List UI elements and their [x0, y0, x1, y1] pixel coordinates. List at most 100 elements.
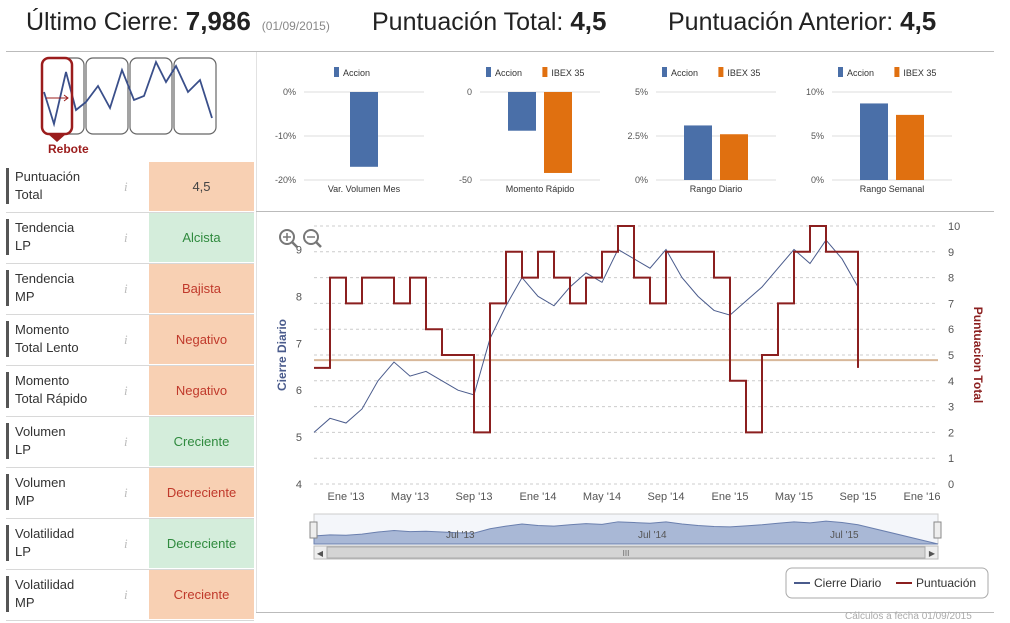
info-icon[interactable]: i — [124, 383, 128, 398]
bar — [508, 92, 536, 131]
y2-tick-label: 8 — [948, 273, 954, 285]
y-tick-label: -20% — [275, 175, 296, 185]
navigator-area — [313, 520, 939, 545]
indicator-label: Tendencia LP — [6, 219, 135, 255]
y2-tick-label: 9 — [948, 247, 954, 259]
x-tick-label: Ene '15 — [712, 491, 749, 503]
last-close-label: Último Cierre: — [26, 8, 179, 36]
previous-score-value: 4,5 — [900, 6, 937, 36]
y-tick-label: 0% — [635, 175, 648, 185]
legend-label: IBEX 35 — [727, 68, 760, 78]
legend-label-score: Puntuación — [916, 576, 976, 590]
legend-swatch — [334, 67, 339, 77]
column-divider — [256, 52, 257, 612]
indicator-label: Volatilidad MP — [6, 576, 135, 612]
y-tick-label: 6 — [296, 385, 302, 397]
indicator-row: Volumen LP i Creciente — [6, 417, 254, 468]
indicator-row: Puntuación Total i 4,5 — [6, 162, 254, 213]
legend-swatch — [486, 67, 491, 77]
legend-label: Accion — [671, 68, 698, 78]
navigator-handle-left[interactable] — [309, 521, 318, 539]
legend-box — [785, 567, 989, 599]
calc-date-footer: Cálculos a fecha 01/09/2015 — [845, 611, 972, 622]
zoom-out-icon[interactable] — [303, 229, 322, 248]
chart-legend: Cierre Diario Puntuación — [785, 567, 989, 599]
navigator-label: Jul '13 — [446, 530, 475, 541]
indicator-row: Volatilidad LP i Decreciente — [6, 519, 254, 570]
legend-label: Accion — [343, 68, 370, 78]
zoom-in-circle — [279, 229, 295, 245]
indicator-row: Tendencia LP i Alcista — [6, 213, 254, 264]
zoom-out-circle — [303, 229, 319, 245]
y-tick-label: -10% — [275, 131, 296, 141]
indicator-label: Momento Total Rápido — [6, 372, 135, 408]
last-close-value: 7,986 — [185, 6, 251, 36]
indicator-label-line2: MP — [15, 289, 35, 304]
y-tick-label: 8 — [296, 291, 302, 303]
scroll-right-icon: ▶ — [929, 549, 936, 558]
x-tick-label: May '15 — [775, 491, 813, 503]
indicator-label-line1: Momento — [15, 373, 70, 388]
indicator-value: Bajista — [149, 264, 254, 313]
indicator-row: Momento Total Rápido i Negativo — [6, 366, 254, 417]
y2-tick-label: 0 — [948, 479, 954, 491]
y2-tick-label: 7 — [948, 298, 954, 310]
indicator-value: Decreciente — [149, 468, 254, 517]
indicator-table: Puntuación Total i 4,5 Tendencia LP i Alcista Te… — [6, 162, 254, 621]
indicator-label-line2: MP — [15, 595, 35, 610]
total-score-value: 4,5 — [570, 6, 607, 36]
chart-title: Rango Semanal — [860, 184, 925, 194]
y-tick-label: 4 — [296, 479, 302, 491]
info-icon[interactable]: i — [124, 179, 128, 194]
legend-label: IBEX 35 — [903, 68, 936, 78]
info-icon[interactable]: i — [124, 536, 128, 551]
x-tick-label: Sep '13 — [456, 491, 493, 503]
legend-label: Accion — [847, 68, 874, 78]
zoom-out-handle — [315, 241, 322, 248]
pattern-panel: Rebote — [6, 52, 246, 160]
indicator-label-line2: Total Lento — [15, 340, 79, 355]
zoom-in-icon[interactable] — [279, 229, 298, 248]
price-score-chart: 0 1 2 3 4 5 6 7 8 9 10 4 5 6 7 8 9 Ene '13 May '13 Sep '13 E… — [262, 212, 1002, 618]
y2-tick-label: 10 — [948, 221, 960, 233]
indicator-label: Puntuación Total — [6, 168, 135, 204]
legend-swatch — [718, 67, 724, 77]
navigator-handle-right[interactable] — [933, 521, 942, 539]
x-tick-label: Ene '13 — [328, 491, 365, 503]
indicator-label-line2: LP — [15, 238, 31, 253]
last-close-date: (01/09/2015) — [261, 19, 330, 33]
indicator-label-line2: LP — [15, 442, 31, 457]
info-icon[interactable]: i — [124, 587, 128, 602]
x-tick-label: Sep '15 — [840, 491, 877, 503]
info-icon[interactable]: i — [124, 485, 128, 500]
y-tick-label: 7 — [296, 338, 302, 350]
indicator-row: Volumen MP i Decreciente — [6, 468, 254, 519]
indicator-label-line1: Volumen — [15, 475, 66, 490]
score-step-line — [314, 225, 859, 434]
legend-label-close: Cierre Diario — [814, 576, 882, 590]
indicator-value: 4,5 — [149, 162, 254, 211]
charts-divider — [256, 211, 994, 212]
scrollbar-grip-icon: III — [623, 549, 630, 558]
close-price-line — [313, 239, 859, 433]
pattern-sparkline-icon — [40, 56, 217, 142]
indicator-label-line1: Momento — [15, 322, 70, 337]
info-icon[interactable]: i — [124, 230, 128, 245]
navigator-label: Jul '15 — [830, 530, 859, 541]
indicator-label: Volatilidad LP — [6, 525, 135, 561]
chart-title: Momento Rápido — [506, 184, 575, 194]
indicator-label-line1: Tendencia — [15, 271, 75, 286]
info-icon[interactable]: i — [124, 281, 128, 296]
x-tick-label: Ene '14 — [520, 491, 557, 503]
bar — [684, 125, 712, 180]
info-icon[interactable]: i — [124, 434, 128, 449]
indicator-label-line1: Volumen — [15, 424, 66, 439]
x-tick-label: Ene '16 — [904, 491, 941, 503]
info-icon[interactable]: i — [124, 332, 128, 347]
y-tick-label: 5% — [811, 131, 824, 141]
indicator-label-line2: Total Rápido — [15, 391, 88, 406]
y-tick-label: 0 — [467, 87, 472, 97]
indicator-label-line1: Puntuación — [15, 169, 81, 184]
x-tick-label: Sep '14 — [648, 491, 685, 503]
scrollbar-thumb — [326, 546, 926, 559]
